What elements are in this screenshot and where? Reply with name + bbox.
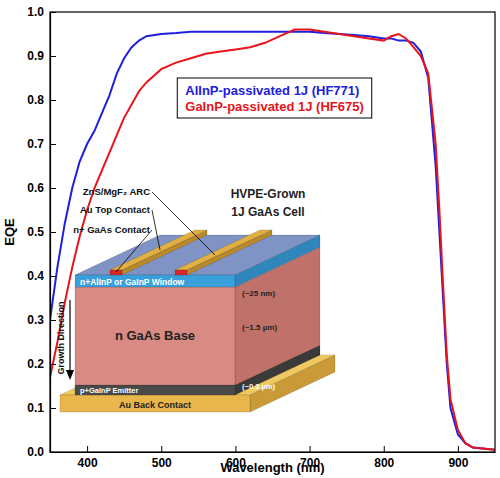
leader-line bbox=[116, 230, 152, 272]
base-front bbox=[75, 287, 235, 385]
series-line bbox=[50, 32, 495, 450]
y-tick-label: 0.7 bbox=[27, 137, 44, 151]
y-tick: 0.3 bbox=[27, 313, 56, 327]
y-tick: 0.4 bbox=[27, 269, 56, 283]
x-tick-mark bbox=[161, 446, 162, 452]
y-tick-label: 0.6 bbox=[27, 181, 44, 195]
legend: AlInP-passivated 1J (HF771)GaInP-passiva… bbox=[177, 78, 371, 118]
x-axis-line bbox=[51, 452, 496, 453]
x-tick-label: 800 bbox=[374, 456, 394, 470]
y-tick-mark bbox=[50, 276, 56, 277]
y-tick-label: 0.8 bbox=[27, 93, 44, 107]
x-tick: 800 bbox=[374, 446, 394, 470]
legend-entry: GaInP-passivated 1J (HF675) bbox=[185, 99, 363, 114]
legend-entry: AlInP-passivated 1J (HF771) bbox=[185, 83, 359, 98]
y-tick-label: 0.4 bbox=[27, 269, 44, 283]
finger-top bbox=[175, 230, 272, 270]
legend-box bbox=[177, 78, 371, 118]
annotation: p+GaInP Emitter bbox=[80, 386, 139, 395]
y-tick-label: 0.9 bbox=[27, 49, 44, 63]
finger-contact bbox=[110, 270, 122, 275]
y-tick: 0.8 bbox=[27, 93, 56, 107]
finger-side bbox=[187, 230, 272, 275]
annotation: ZnS/MgF₂ ARC bbox=[83, 186, 150, 197]
y-tick-mark bbox=[50, 100, 56, 101]
x-axis-title: Wavelength (nm) bbox=[220, 460, 324, 475]
y-tick: 0.5 bbox=[27, 225, 56, 239]
y-axis-title: EQE bbox=[2, 218, 17, 246]
finger-contact bbox=[175, 270, 187, 275]
y-tick-label: 0.2 bbox=[27, 357, 44, 371]
x-tick-mark bbox=[310, 446, 311, 452]
window-front bbox=[75, 275, 235, 287]
annotation: Au Back Contact bbox=[119, 400, 191, 410]
growth-arrow bbox=[69, 300, 70, 372]
annotation: HVPE-Grown bbox=[231, 187, 306, 201]
emitter-front bbox=[75, 385, 235, 395]
y-tick-mark bbox=[50, 188, 56, 189]
y-tick-mark bbox=[50, 408, 56, 409]
y-tick: 0.2 bbox=[27, 357, 56, 371]
x-tick: 500 bbox=[152, 446, 172, 470]
y-tick-mark bbox=[50, 452, 56, 453]
cell-diagram: ZnS/MgF₂ ARC Au Top Contact n+ GaAs Contac… bbox=[56, 186, 335, 412]
y-tick-mark bbox=[50, 56, 56, 57]
annotation: n GaAs Base bbox=[115, 328, 195, 343]
x-tick-mark bbox=[235, 446, 236, 452]
leader-line bbox=[152, 192, 215, 255]
annotation: (~0.3 µm) bbox=[242, 382, 275, 391]
annotation: Growth Direction bbox=[56, 301, 66, 374]
y-tick: 0.6 bbox=[27, 181, 56, 195]
x-tick-mark bbox=[458, 446, 459, 452]
annotation: n+ GaAs Contact bbox=[73, 224, 151, 235]
back-contact-front bbox=[60, 395, 250, 412]
annotation: Au Top Contact bbox=[80, 204, 151, 215]
series-line bbox=[50, 30, 495, 450]
annotation: (~25 nm) bbox=[242, 289, 275, 298]
y-tick-label: 0.0 bbox=[27, 445, 44, 459]
x-tick-mark bbox=[87, 446, 88, 452]
plot-frame bbox=[50, 12, 495, 452]
y-tick-label: 0.1 bbox=[27, 401, 44, 415]
y-tick-label: 0.5 bbox=[27, 225, 44, 239]
x-tick: 400 bbox=[78, 446, 98, 470]
y-tick-label: 0.3 bbox=[27, 313, 44, 327]
y-tick-mark bbox=[50, 232, 56, 233]
chart: 4005006007008009000.00.10.20.30.40.50.60… bbox=[0, 0, 500, 478]
leader-line bbox=[152, 210, 160, 250]
annotation: n+AlInP or GaInP Window bbox=[80, 277, 185, 287]
y-tick: 1.0 bbox=[27, 5, 56, 19]
y-tick-mark bbox=[50, 12, 56, 13]
annotation: (~1.5 µm) bbox=[242, 323, 277, 332]
annotation: 1J GaAs Cell bbox=[231, 205, 304, 219]
y-axis: 0.0 0.1 0.2 0.3 0.4 0.5 0.6 0.7 0.8 0.9 1.0 bbox=[27, 5, 56, 459]
y-tick: 0.7 bbox=[27, 137, 56, 151]
y-tick: 0.0 bbox=[27, 445, 56, 459]
x-tick: 900 bbox=[448, 446, 468, 470]
x-tick-label: 500 bbox=[152, 456, 172, 470]
plot-area bbox=[50, 30, 495, 450]
y-tick: 0.9 bbox=[27, 49, 56, 63]
x-tick-label: 900 bbox=[448, 456, 468, 470]
x-tick-mark bbox=[384, 446, 385, 452]
growth-arrow-head bbox=[66, 370, 74, 380]
y-tick-mark bbox=[50, 144, 56, 145]
y-tick-label: 1.0 bbox=[27, 5, 44, 19]
x-tick-label: 400 bbox=[78, 456, 98, 470]
y-tick: 0.1 bbox=[27, 401, 56, 415]
